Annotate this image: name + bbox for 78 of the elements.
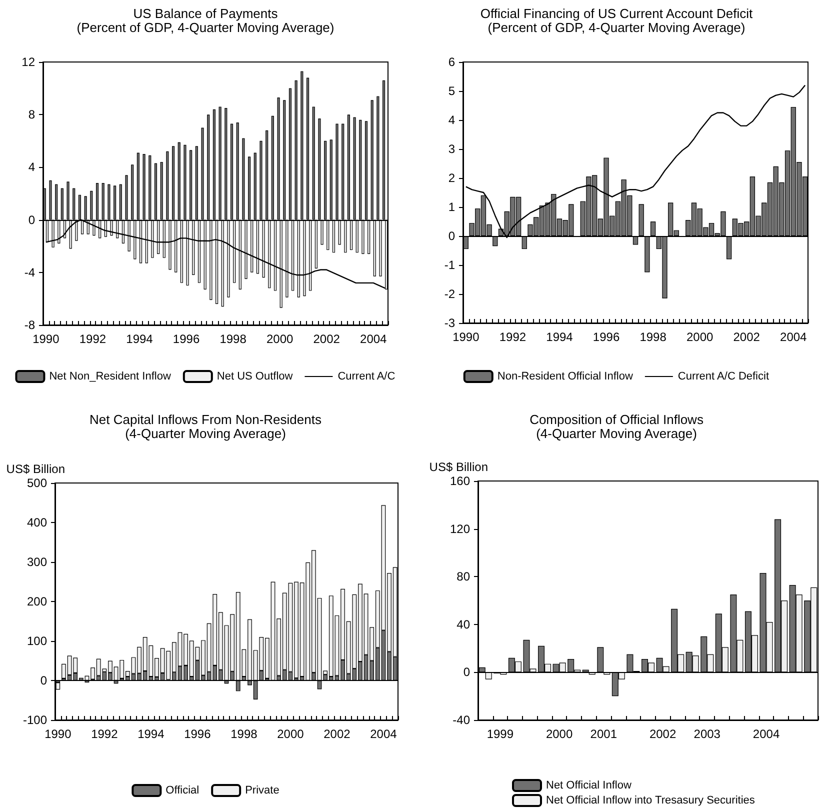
x-tick-label: 1994 [546,330,574,344]
legend-label: Private [245,784,280,796]
x-tick-label: 1992 [499,330,526,344]
x-tick-label: 2000 [266,332,294,346]
chart-subtitle: (Percent of GDP, 4-Quarter Moving Average) [76,20,334,35]
y-tick-label: -2 [444,287,456,301]
legend-label: Net Non_Resident Inflow [49,370,171,382]
x-tick-label: 2001 [590,727,618,741]
x-tick-label: 2004 [360,332,388,346]
y-axis-title: US$ Billion [429,460,488,474]
x-tick-label: 1990 [44,727,72,741]
y-tick-label: 200 [26,594,48,608]
y-tick-label: -1 [444,258,456,272]
chart-title: Composition of Official Inflows [530,412,704,427]
y-axis-title: US$ Billion [6,462,65,476]
chart-subtitle: (Percent of GDP, 4-Quarter Moving Average) [488,20,746,35]
x-tick-label: 2004 [752,727,780,741]
y-tick-label: 300 [26,555,48,569]
y-tick-label: 0 [28,212,36,227]
x-tick-label: 1999 [486,727,514,741]
x-tick-label: 1996 [592,330,620,344]
x-tick-label: 1994 [138,727,165,741]
y-tick-label: -8 [24,318,36,332]
chart-subtitle: (4-Quarter Moving Average) [125,426,286,441]
y-tick-label: -4 [24,265,36,280]
y-tick-label: 0 [448,229,456,243]
y-tick-label: 0 [40,674,48,688]
y-tick-label: 400 [26,516,48,530]
y-tick-label: -100 [22,713,48,727]
y-tick-label: 3 [448,142,456,156]
x-tick-label: 2000 [277,727,304,741]
y-tick-label: 500 [26,476,48,490]
x-tick-label: 1994 [126,332,154,346]
legend-label: Non-Resident Official Inflow [497,370,633,382]
x-tick-label: 2000 [546,727,573,741]
x-tick-label: 1996 [184,727,212,741]
y-tick-label: 12 [22,55,36,69]
x-tick-label: 1998 [220,332,247,346]
y-tick-label: 40 [456,617,470,632]
x-tick-label: 1990 [452,330,480,344]
x-tick-label: 2002 [649,727,676,741]
x-tick-label: 2002 [733,330,760,344]
legend-label: Net Official Inflow [546,780,632,792]
y-tick-label: 8 [28,108,36,122]
x-tick-label: 1998 [640,330,667,344]
y-tick-label: 4 [28,160,36,174]
y-tick-label: -3 [444,316,456,330]
x-tick-label: 2002 [313,332,340,346]
x-tick-label: 1998 [230,727,258,741]
x-tick-label: 1990 [32,332,60,346]
x-tick-label: 1992 [79,332,106,346]
y-tick-label: 80 [456,570,470,584]
legend-label: Official [166,784,200,796]
x-tick-label: 2004 [370,727,398,741]
chart-title: Net Capital Inflows From Non-Residents [90,412,322,427]
y-tick-label: 160 [450,474,470,488]
x-tick-label: 2000 [686,330,714,344]
chart-subtitle: (4-Quarter Moving Average) [536,426,697,441]
y-tick-label: 1 [448,200,456,214]
legend-label: Net Official Inflow into Tresasury Securities [546,794,756,806]
y-tick-label: 5 [448,84,456,98]
x-tick-label: 2003 [694,727,721,741]
x-tick-label: 1992 [91,727,118,741]
y-tick-label: 4 [448,113,456,127]
y-tick-label: 120 [450,522,470,536]
x-tick-label: 2004 [780,330,808,344]
legend-label: Current A/C [338,370,396,382]
legend-label: Current A/C Deficit [678,370,770,382]
legend-label: Net US Outflow [216,370,293,382]
chart-title: Official Financing of US Current Account Deficit [480,6,753,21]
y-tick-label: -40 [452,713,470,727]
y-tick-label: 100 [26,634,48,648]
x-tick-label: 2002 [324,727,351,741]
y-tick-label: 0 [463,665,470,680]
y-tick-label: 6 [448,55,456,69]
chart-title: US Balance of Payments [133,6,278,21]
y-tick-label: 2 [448,171,456,185]
x-tick-label: 1996 [172,332,200,346]
